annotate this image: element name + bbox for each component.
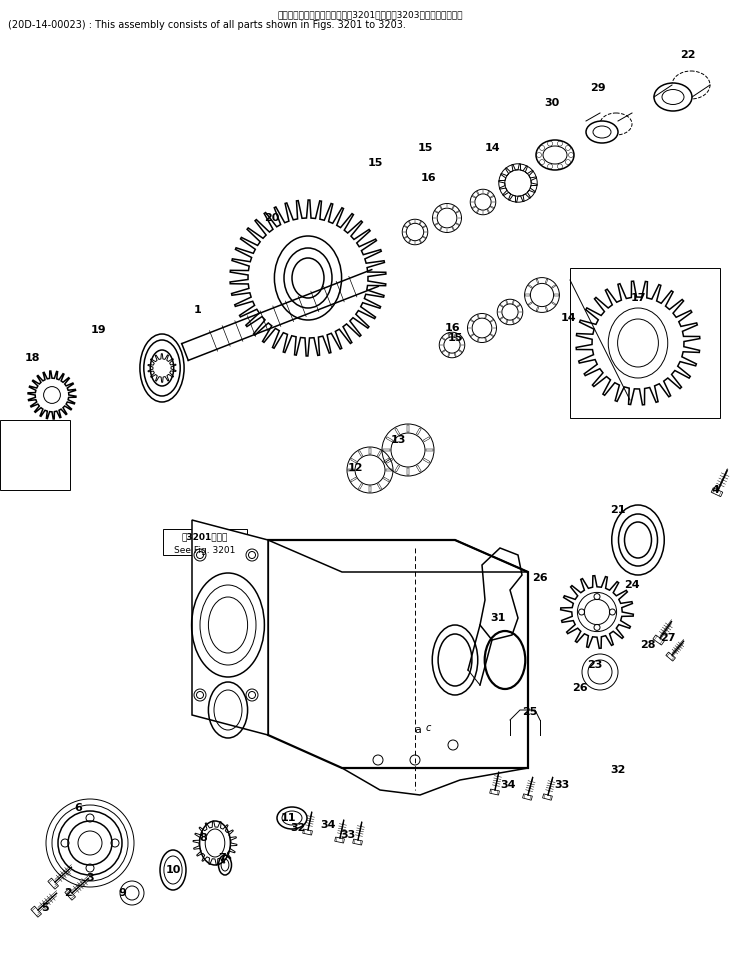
Text: 32: 32 <box>610 765 626 775</box>
Text: このアセンブリの構成部品は第3201図から第3203図まで含みます．: このアセンブリの構成部品は第3201図から第3203図まで含みます． <box>277 10 463 19</box>
Polygon shape <box>65 889 75 901</box>
Polygon shape <box>666 652 675 661</box>
Polygon shape <box>303 829 313 835</box>
Text: 15: 15 <box>418 143 433 153</box>
Text: 26: 26 <box>572 683 588 693</box>
Text: 2: 2 <box>64 888 72 898</box>
Text: (20D-14-00023) : This assembly consists of all parts shown in Figs. 3201 to 3203: (20D-14-00023) : This assembly consists … <box>8 20 406 30</box>
Text: 34: 34 <box>320 820 336 830</box>
Polygon shape <box>490 789 500 796</box>
Text: a: a <box>415 725 421 735</box>
Polygon shape <box>653 635 664 645</box>
Polygon shape <box>192 520 268 735</box>
Text: 32: 32 <box>290 823 306 833</box>
Text: 7: 7 <box>218 853 226 863</box>
Text: 33: 33 <box>341 830 355 840</box>
Text: 25: 25 <box>522 707 538 717</box>
Polygon shape <box>268 540 528 768</box>
Text: 13: 13 <box>390 435 406 445</box>
Text: 34: 34 <box>500 780 516 790</box>
Text: 14: 14 <box>484 143 500 153</box>
Text: 19: 19 <box>90 325 106 335</box>
Text: 8: 8 <box>199 833 207 843</box>
Text: 29: 29 <box>590 83 606 93</box>
Polygon shape <box>522 794 532 800</box>
Bar <box>163 529 247 555</box>
Text: 1: 1 <box>194 305 202 315</box>
Text: 18: 18 <box>24 353 40 363</box>
Text: 22: 22 <box>681 50 695 60</box>
Polygon shape <box>31 906 41 917</box>
Text: 6: 6 <box>74 803 82 813</box>
Polygon shape <box>335 838 344 843</box>
Text: 17: 17 <box>630 293 646 303</box>
Text: 24: 24 <box>624 580 640 590</box>
Text: 3: 3 <box>86 873 94 883</box>
Polygon shape <box>353 839 362 845</box>
Text: 14: 14 <box>560 313 576 323</box>
Text: 12: 12 <box>347 463 363 473</box>
Text: 10: 10 <box>166 865 181 875</box>
Text: 33: 33 <box>554 780 570 790</box>
Text: 15: 15 <box>367 158 383 168</box>
Text: 第3201図参照: 第3201図参照 <box>182 533 228 541</box>
Text: 16: 16 <box>445 323 461 333</box>
Text: 20: 20 <box>265 213 279 223</box>
Text: 27: 27 <box>660 633 675 643</box>
Text: 15: 15 <box>447 333 463 343</box>
Text: 28: 28 <box>640 640 655 650</box>
Text: c: c <box>426 723 431 733</box>
Text: 31: 31 <box>490 613 505 623</box>
Text: 5: 5 <box>41 903 49 913</box>
Text: 21: 21 <box>610 505 626 515</box>
Polygon shape <box>48 878 58 889</box>
Text: 23: 23 <box>588 660 603 670</box>
Text: See Fig. 3201: See Fig. 3201 <box>174 545 236 555</box>
Text: 30: 30 <box>545 98 559 108</box>
Ellipse shape <box>654 83 692 111</box>
Polygon shape <box>711 488 723 497</box>
Ellipse shape <box>586 121 618 143</box>
Text: 9: 9 <box>118 888 126 898</box>
Text: 26: 26 <box>532 573 548 583</box>
Text: 4: 4 <box>711 485 719 495</box>
Polygon shape <box>542 794 552 800</box>
Text: 16: 16 <box>420 173 436 183</box>
Text: 11: 11 <box>280 813 296 823</box>
